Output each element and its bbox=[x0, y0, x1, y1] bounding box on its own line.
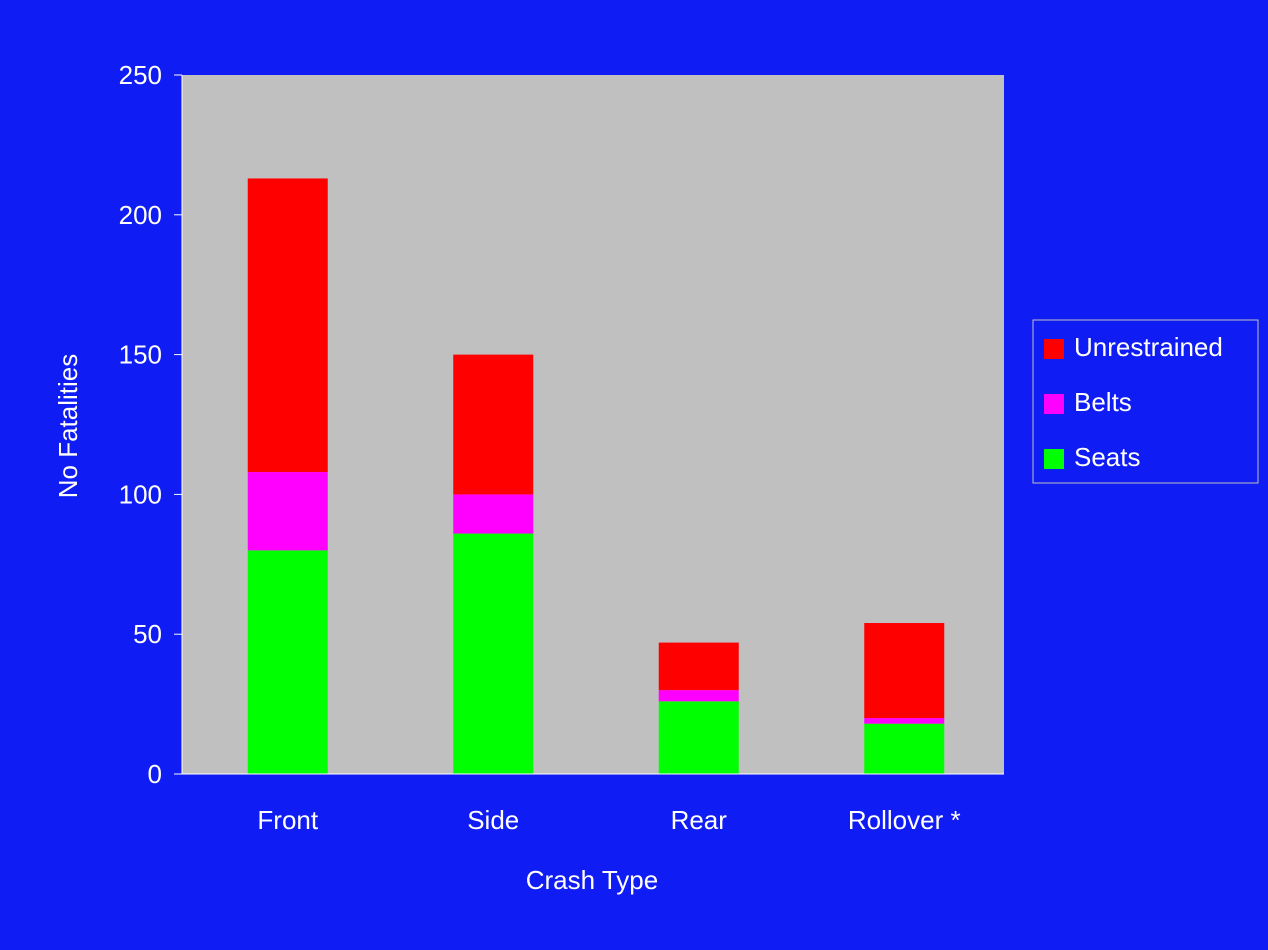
bar-belts-rear bbox=[658, 690, 739, 702]
y-tick-label: 100 bbox=[119, 479, 162, 509]
x-tick-label: Side bbox=[467, 805, 519, 835]
legend-label-unrestrained: Unrestrained bbox=[1074, 332, 1223, 362]
bar-seats-side bbox=[453, 533, 534, 774]
x-tick-label: Rollover * bbox=[848, 805, 961, 835]
bar-seats-front bbox=[247, 550, 328, 774]
bar-unrestrained-rear bbox=[658, 642, 739, 691]
y-tick-label: 200 bbox=[119, 200, 162, 230]
legend: Unrestrained Belts Seats bbox=[1032, 319, 1259, 484]
y-tick-label: 150 bbox=[119, 340, 162, 370]
legend-swatch-unrestrained bbox=[1044, 339, 1064, 359]
y-tick-label: 0 bbox=[148, 759, 162, 789]
bar-seats-rear bbox=[658, 701, 739, 774]
legend-label-seats: Seats bbox=[1074, 442, 1141, 472]
bar-belts-rollover bbox=[864, 718, 945, 724]
x-tick-label: Rear bbox=[671, 805, 728, 835]
y-tick-label: 50 bbox=[133, 619, 162, 649]
x-axis-title: Crash Type bbox=[526, 865, 658, 895]
y-tick-label: 250 bbox=[119, 60, 162, 90]
x-tick-label: Front bbox=[257, 805, 318, 835]
bar-belts-front bbox=[247, 472, 328, 551]
bar-belts-side bbox=[453, 494, 534, 534]
y-axis-title: No Fatalities bbox=[53, 354, 83, 499]
legend-swatch-seats bbox=[1044, 449, 1064, 469]
bar-unrestrained-side bbox=[453, 354, 534, 495]
axes-layer: Front Side Rear Rollover * 0 50 100 150 200 250 bbox=[119, 60, 1004, 835]
bar-unrestrained-rollover bbox=[864, 623, 945, 719]
bar-unrestrained-front bbox=[247, 178, 328, 473]
legend-swatch-belts bbox=[1044, 394, 1064, 414]
bar-seats-rollover bbox=[864, 723, 945, 774]
plot-layer bbox=[182, 75, 1004, 774]
legend-box bbox=[1032, 319, 1259, 484]
legend-label-belts: Belts bbox=[1074, 387, 1132, 417]
